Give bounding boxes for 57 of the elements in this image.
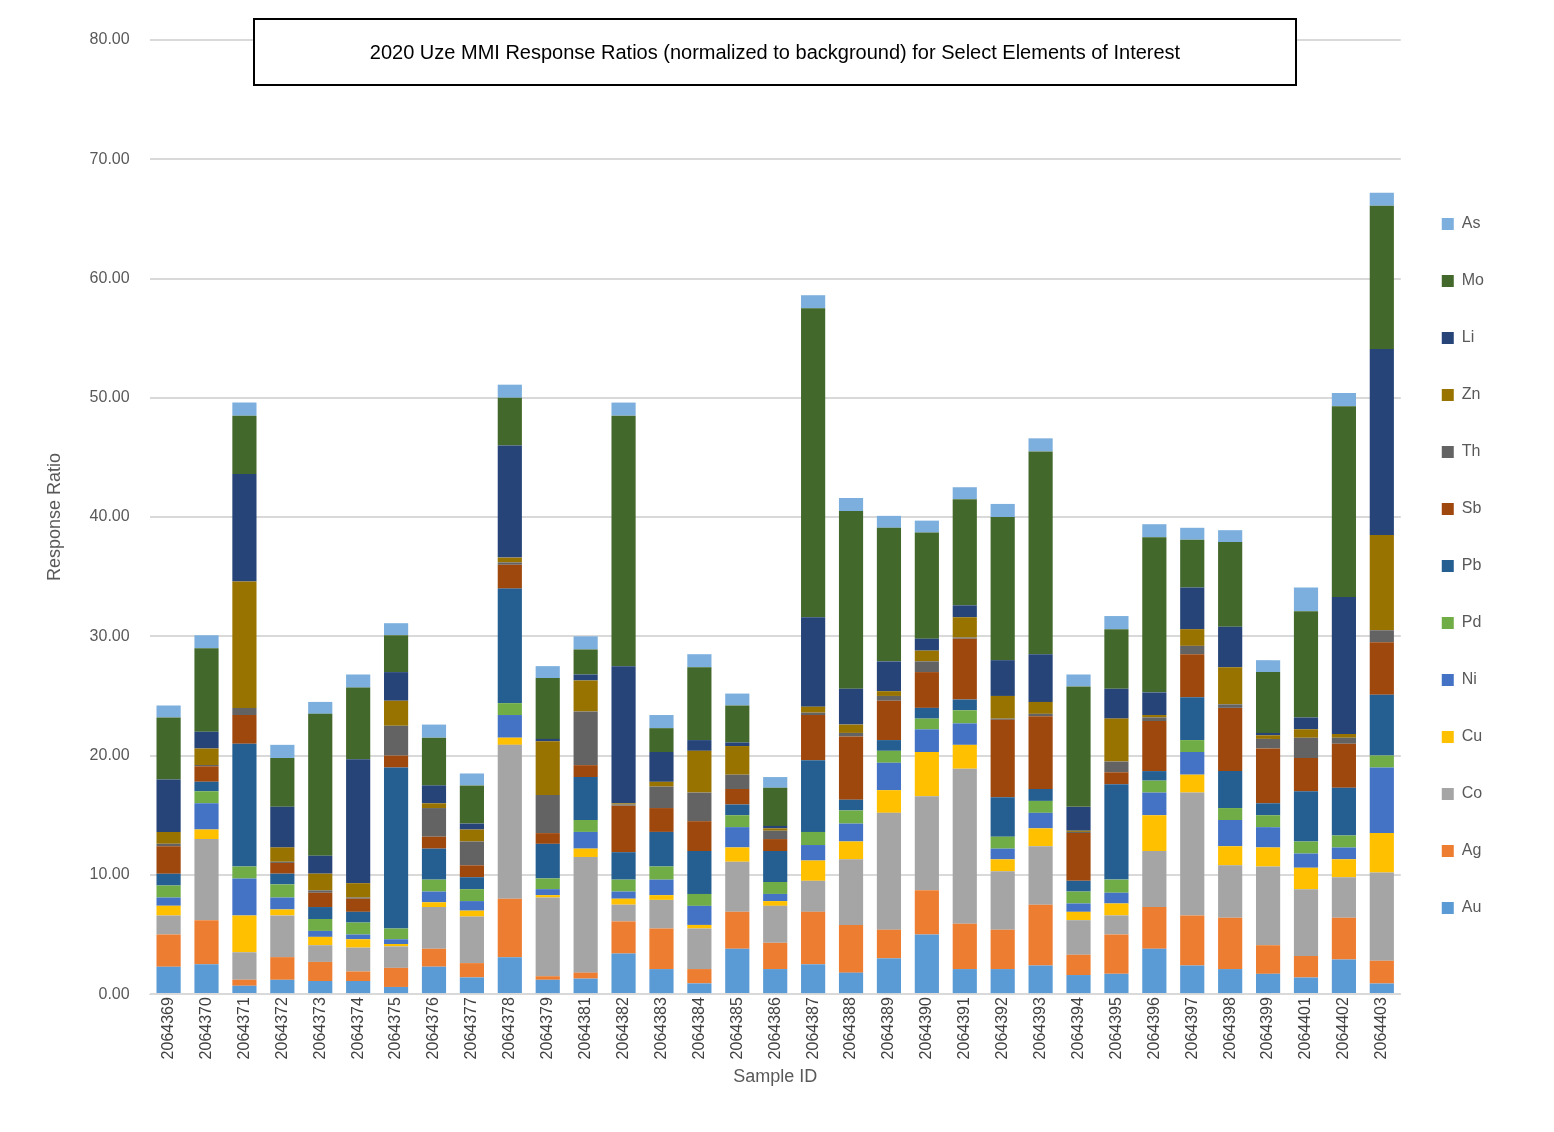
legend-label: Zn xyxy=(1461,385,1481,403)
x-tick-label: 2064394 xyxy=(1068,997,1086,1060)
legend-label: Th xyxy=(1461,442,1481,460)
x-tick-label: 2064375 xyxy=(386,997,404,1060)
legend-label: Au xyxy=(1461,898,1482,916)
x-tick-label: 2064402 xyxy=(1334,997,1352,1060)
x-tick-label: 2064383 xyxy=(651,997,669,1060)
x-tick-label: 2064369 xyxy=(159,997,176,1060)
x-tick-label: 2064395 xyxy=(1106,997,1124,1060)
x-tick-label: 2064399 xyxy=(1258,997,1276,1060)
x-tick-label: 2064374 xyxy=(348,997,366,1060)
x-tick-label: 2064396 xyxy=(1144,997,1162,1060)
y-tick-label: 60.00 xyxy=(89,268,130,286)
x-tick-label: 2064385 xyxy=(727,997,745,1060)
legend-label: Co xyxy=(1461,784,1483,802)
y-tick-label: 40.00 xyxy=(89,507,130,525)
x-tick-label: 2064403 xyxy=(1372,997,1390,1060)
y-tick-label: 80.00 xyxy=(89,30,130,48)
y-tick-label: 30.00 xyxy=(89,626,130,644)
x-tick-label: 2064391 xyxy=(955,997,973,1060)
x-tick-label: 2064386 xyxy=(765,997,783,1060)
legend-label: Mo xyxy=(1461,271,1485,289)
x-tick-label: 2064378 xyxy=(500,997,518,1060)
x-tick-label: 2064387 xyxy=(803,997,821,1060)
y-tick-label: 10.00 xyxy=(89,865,130,883)
x-tick-label: 2064401 xyxy=(1296,997,1314,1060)
x-tick-label: 2064398 xyxy=(1220,997,1238,1060)
legend-label: Pb xyxy=(1461,556,1482,574)
legend-label: Ag xyxy=(1461,841,1482,859)
y-tick-label: 70.00 xyxy=(89,149,130,167)
x-tick-label: 2064376 xyxy=(424,997,442,1060)
y-tick-label: 50.00 xyxy=(89,388,130,406)
x-tick-label: 2064382 xyxy=(613,997,631,1060)
x-tick-label: 2064371 xyxy=(234,997,252,1060)
x-tick-label: 2064397 xyxy=(1182,997,1200,1060)
y-tick-label: 20.00 xyxy=(89,745,130,763)
x-tick-label: 2064392 xyxy=(993,997,1011,1060)
x-tick-label: 2064379 xyxy=(538,997,556,1060)
x-tick-label: 2064373 xyxy=(310,997,328,1060)
x-tick-label: 2064390 xyxy=(917,997,935,1060)
y-axis-title: Response Ratio xyxy=(43,453,64,582)
legend-label: Sb xyxy=(1461,499,1482,517)
x-tick-label: 2064377 xyxy=(462,997,480,1060)
x-tick-label: 2064372 xyxy=(272,997,290,1060)
x-tick-label: 2064388 xyxy=(841,997,859,1060)
legend-label: Cu xyxy=(1461,727,1483,745)
y-tick-label: 0.00 xyxy=(98,984,130,1002)
x-tick-label: 2064384 xyxy=(689,997,707,1060)
x-tick-label: 2064381 xyxy=(576,997,594,1060)
legend-label: Pd xyxy=(1461,613,1482,631)
x-tick-label: 2064389 xyxy=(879,997,897,1060)
x-axis-title: Sample ID xyxy=(733,1066,818,1087)
x-tick-label: 2064370 xyxy=(196,997,214,1060)
x-tick-label: 2064393 xyxy=(1031,997,1048,1060)
legend-label: Li xyxy=(1461,328,1475,346)
legend-label: Ni xyxy=(1461,670,1477,688)
legend-label: As xyxy=(1461,214,1481,232)
